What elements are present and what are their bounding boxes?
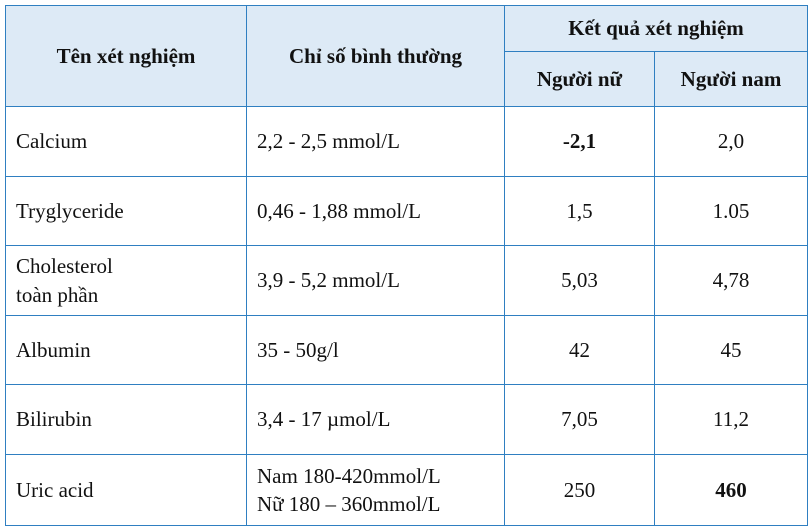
header-normal-range: Chỉ số bình thường	[246, 5, 505, 107]
table-row: Albumin 35 - 50g/l 42 45	[5, 315, 809, 385]
table-body: Calcium 2,2 - 2,5 mmol/L -2,1 2,0 Tryglyceri…	[5, 106, 809, 526]
test-name-cell: Bilirubin	[5, 384, 247, 455]
test-name-line: Tryglyceride	[16, 198, 124, 223]
test-name-line: toàn phần	[16, 282, 99, 307]
test-name-cell: Uric acid	[5, 454, 247, 526]
normal-range-cell: 0,46 - 1,88 mmol/L	[246, 176, 505, 246]
male-result-cell: 1.05	[653, 176, 809, 246]
normal-range-cell: Nam 180-420mmol/L Nữ 180 – 360mmol/L	[246, 454, 505, 526]
table-row: Bilirubin 3,4 - 17 µmol/L 7,05 11,2	[5, 384, 809, 455]
female-result-cell: -2,1	[504, 106, 655, 177]
normal-range-line: Nam 180-420mmol/L	[257, 463, 441, 488]
female-result-cell: 42	[504, 315, 655, 385]
normal-range-cell: 3,9 - 5,2 mmol/L	[246, 245, 505, 316]
header-result-group: Kết quả xét nghiệm	[503, 5, 809, 52]
normal-range-line: 35 - 50g/l	[257, 337, 339, 362]
test-name-cell: Cholesterol toàn phần	[5, 245, 247, 316]
male-result-cell: 460	[653, 454, 809, 526]
normal-range-line: 0,46 - 1,88 mmol/L	[257, 198, 421, 223]
test-name-line: Albumin	[16, 337, 91, 362]
lab-results-table: Tên xét nghiệm Chỉ số bình thường Kết qu…	[5, 5, 809, 526]
test-name-line: Uric acid	[16, 477, 94, 502]
table-row: Cholesterol toàn phần 3,9 - 5,2 mmol/L 5,03…	[5, 245, 809, 316]
test-name-cell: Tryglyceride	[5, 176, 247, 246]
table-row: Calcium 2,2 - 2,5 mmol/L -2,1 2,0	[5, 106, 809, 177]
female-result-cell: 5,03	[504, 245, 655, 316]
test-name-cell: Albumin	[5, 315, 247, 385]
test-name-cell: Calcium	[5, 106, 247, 177]
header-male: Người nam	[653, 51, 809, 107]
test-name-line: Bilirubin	[16, 407, 92, 432]
normal-range-line: Nữ 180 – 360mmol/L	[257, 492, 441, 516]
normal-range-line: 3,9 - 5,2 mmol/L	[257, 268, 400, 293]
test-name-line: Cholesterol	[16, 254, 113, 279]
header-row-top: Tên xét nghiệm Chỉ số bình thường Kết qu…	[5, 5, 809, 107]
male-result-cell: 2,0	[653, 106, 809, 177]
header-row-bottom: Người nữ Người nam	[6, 51, 809, 107]
table-row: Tryglyceride 0,46 - 1,88 mmol/L 1,5 1.05	[5, 176, 809, 246]
header-female: Người nữ	[504, 51, 655, 107]
female-result-cell: 250	[504, 454, 655, 526]
normal-range-line: 3,4 - 17 µmol/L	[257, 407, 391, 432]
female-result-cell: 7,05	[504, 384, 655, 455]
normal-range-cell: 3,4 - 17 µmol/L	[246, 384, 505, 455]
table-row: Uric acid Nam 180-420mmol/L Nữ 180 – 360mm…	[5, 454, 809, 526]
male-result-cell: 4,78	[653, 245, 809, 316]
male-result-cell: 45	[653, 315, 809, 385]
male-result-cell: 11,2	[653, 384, 809, 455]
normal-range-cell: 2,2 - 2,5 mmol/L	[246, 106, 505, 177]
test-name-line: Calcium	[16, 129, 88, 154]
normal-range-cell: 35 - 50g/l	[246, 315, 505, 385]
header-test-name: Tên xét nghiệm	[5, 5, 247, 107]
normal-range-line: 2,2 - 2,5 mmol/L	[257, 129, 400, 154]
female-result-cell: 1,5	[504, 176, 655, 246]
